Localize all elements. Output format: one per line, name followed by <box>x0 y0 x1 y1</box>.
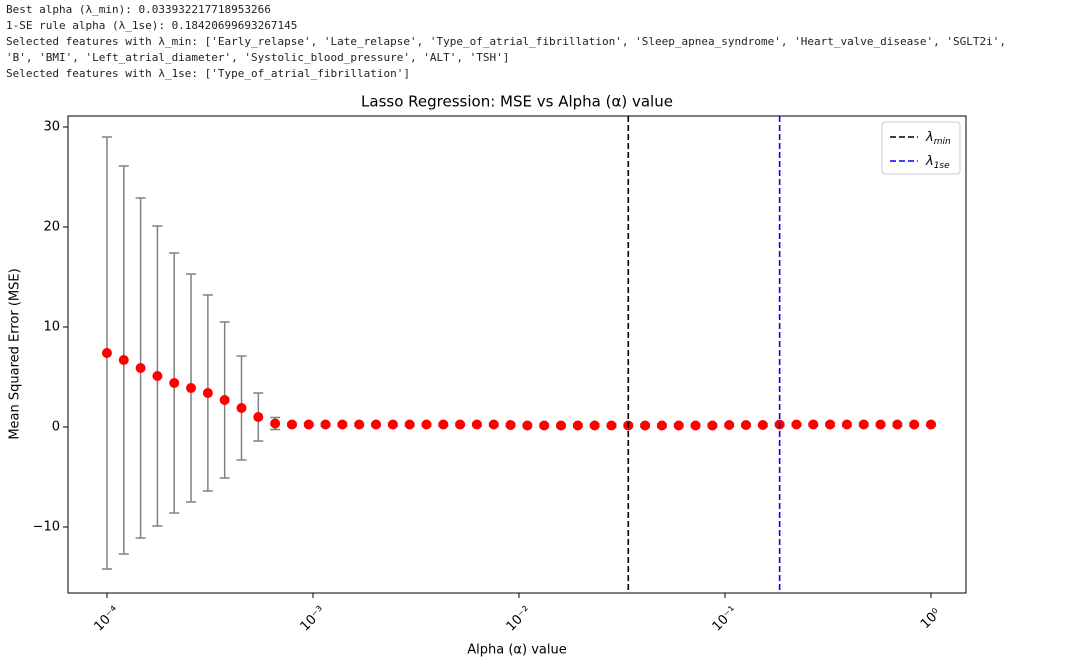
point <box>337 419 348 430</box>
point <box>253 412 264 422</box>
point <box>371 419 382 430</box>
point <box>539 420 550 431</box>
output-line: Selected features with λ_1se: ['Type_of_… <box>6 67 410 80</box>
x-tick-label: 10⁻¹ <box>710 604 741 635</box>
x-tick-label: 10⁻³ <box>298 604 329 635</box>
point <box>202 388 213 398</box>
point <box>640 420 651 431</box>
point <box>270 418 281 429</box>
point <box>925 419 936 430</box>
y-axis-label: Mean Squared Error (MSE) <box>8 268 23 439</box>
output-line: 1-SE rule alpha (λ_1se): 0.1842069969326… <box>6 19 298 32</box>
point <box>320 419 331 430</box>
point <box>286 419 297 430</box>
point <box>438 419 449 430</box>
point <box>791 419 802 430</box>
point <box>303 419 314 430</box>
legend-subscript: min <box>934 137 951 147</box>
point <box>875 419 886 430</box>
point <box>858 419 869 430</box>
legend-label: λmin <box>925 130 951 147</box>
axes-frame <box>67 115 967 594</box>
x-tick-label: 10⁻² <box>504 604 535 635</box>
point <box>841 419 852 430</box>
point <box>354 419 365 430</box>
point <box>656 420 667 431</box>
x-axis-label: Alpha (α) value <box>467 643 566 658</box>
point <box>169 378 180 388</box>
point <box>522 420 533 431</box>
point <box>404 419 415 430</box>
point <box>421 419 432 430</box>
point <box>757 420 768 430</box>
legend-symbol: λ <box>925 130 934 145</box>
point <box>808 419 819 430</box>
output-line: Selected features with λ_min: ['Early_re… <box>6 35 1007 48</box>
point <box>909 419 920 430</box>
point <box>186 383 197 393</box>
point <box>455 419 466 430</box>
point <box>690 420 701 431</box>
legend-subscript: 1se <box>934 161 950 171</box>
point <box>101 348 112 358</box>
point <box>673 420 684 431</box>
y-tick-label: −10 <box>33 520 60 535</box>
point <box>236 403 247 413</box>
legend-symbol: λ <box>925 154 934 169</box>
point <box>556 420 567 431</box>
point <box>572 420 583 431</box>
point <box>724 420 735 430</box>
x-tick-label: 10⁻⁴ <box>92 604 123 635</box>
cell-output: Best alpha (λ_min): 0.033932217718953266… <box>6 2 1006 82</box>
point <box>387 419 398 430</box>
point <box>135 363 146 373</box>
point <box>152 371 163 381</box>
point <box>488 419 499 430</box>
point <box>707 420 718 431</box>
y-tick-label: 0 <box>52 420 60 435</box>
output-line: Best alpha (λ_min): 0.033932217718953266 <box>6 3 271 16</box>
output-line: 'B', 'BMI', 'Left_atrial_diameter', 'Sys… <box>6 51 510 64</box>
point <box>589 420 600 431</box>
y-tick-label: 10 <box>43 320 60 335</box>
point <box>219 395 230 405</box>
point <box>741 420 752 430</box>
point <box>471 419 482 430</box>
point <box>825 419 836 430</box>
x-tick-label: 10⁰ <box>918 606 944 632</box>
point <box>118 355 129 365</box>
point <box>892 419 903 430</box>
legend-label: λ1se <box>925 154 950 171</box>
point <box>606 420 617 431</box>
chart-title: Lasso Regression: MSE vs Alpha (α) value <box>361 93 673 111</box>
y-tick-label: 30 <box>43 120 60 135</box>
point <box>505 420 516 430</box>
y-tick-label: 20 <box>43 220 60 235</box>
